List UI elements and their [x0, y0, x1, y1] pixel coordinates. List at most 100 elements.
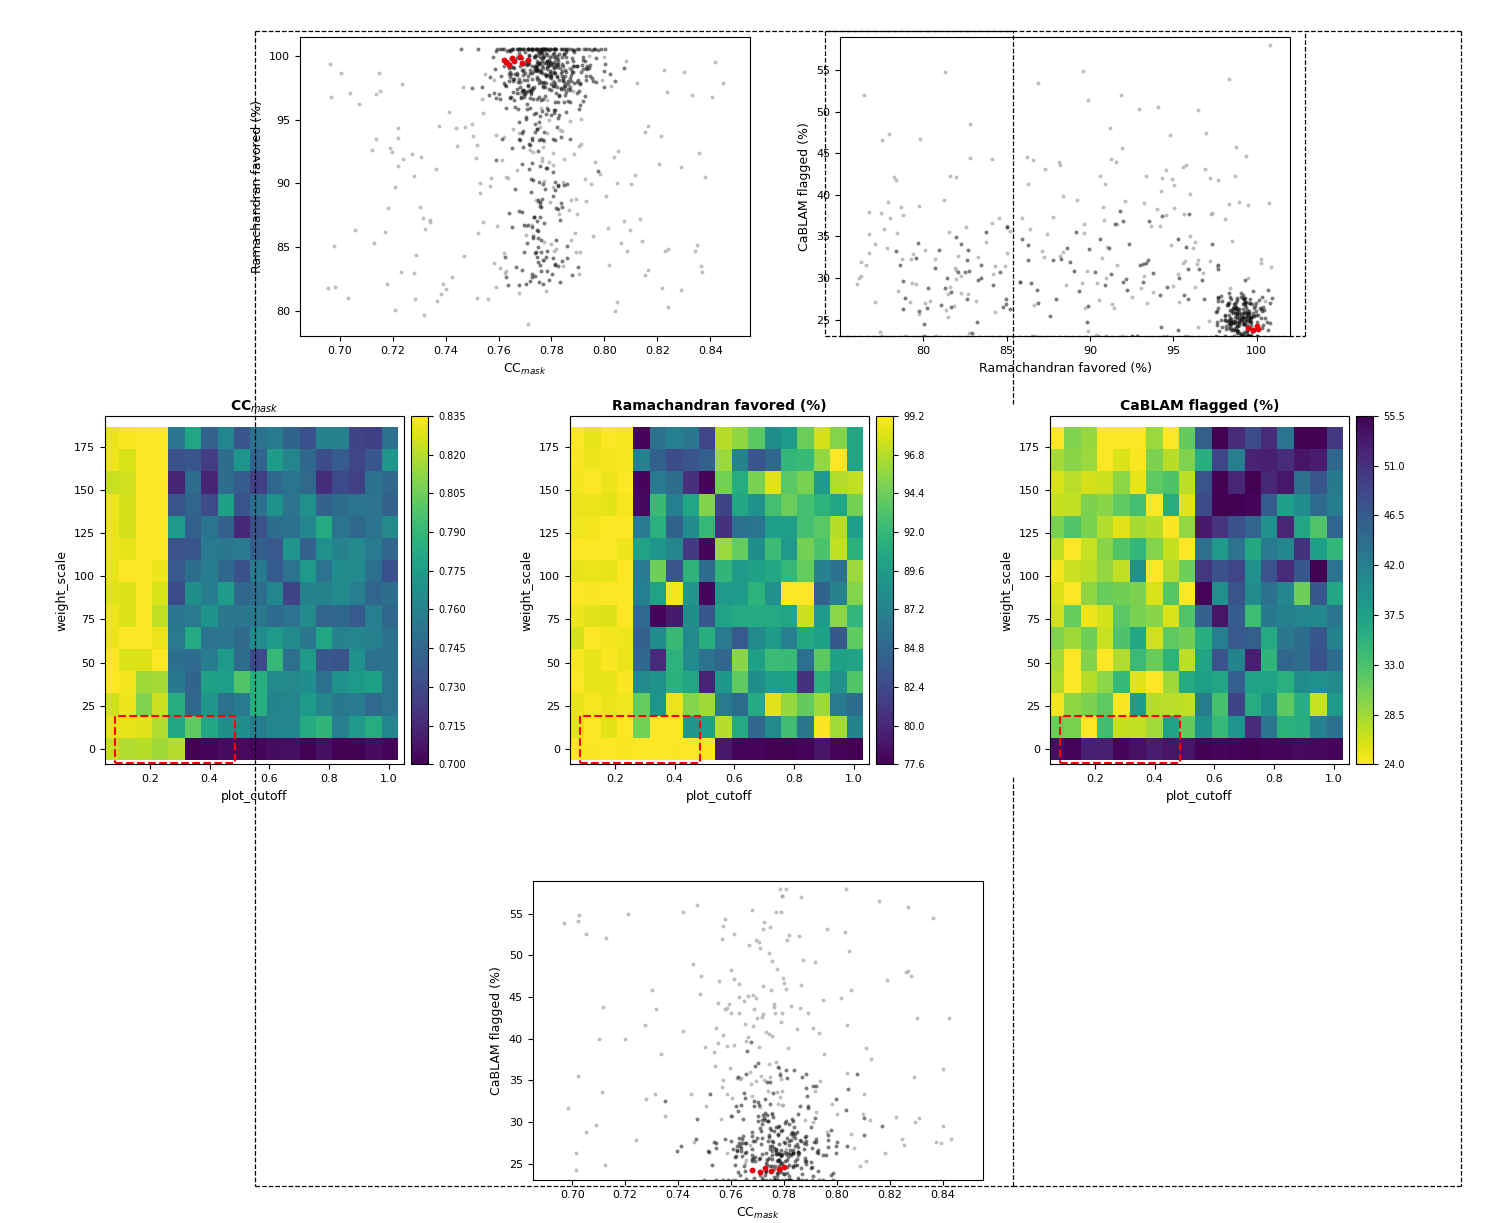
- Point: [732, 991, 756, 1010]
- Point: [558, 201, 582, 220]
- Point: [681, 954, 705, 974]
- Point: [419, 213, 442, 232]
- Point: [672, 903, 696, 922]
- Point: [1233, 322, 1257, 341]
- Point: [534, 159, 558, 179]
- Point: [530, 39, 554, 59]
- Point: [873, 1144, 897, 1163]
- Point: [790, 1170, 814, 1190]
- Point: [1048, 155, 1072, 175]
- Point: [898, 966, 922, 986]
- Point: [722, 1035, 746, 1054]
- Point: [704, 51, 728, 71]
- Point: [758, 943, 782, 963]
- Point: [555, 71, 579, 91]
- Point: [765, 1170, 789, 1190]
- Point: [1221, 320, 1245, 340]
- Point: [548, 204, 572, 224]
- Point: [531, 48, 555, 67]
- Point: [734, 1142, 758, 1162]
- Point: [806, 1140, 830, 1159]
- Point: [834, 1015, 858, 1035]
- Point: [1137, 212, 1161, 231]
- Point: [870, 130, 894, 149]
- Point: [1158, 235, 1182, 254]
- Point: [744, 1131, 768, 1151]
- Point: [1218, 283, 1242, 302]
- Point: [1221, 302, 1245, 322]
- Point: [543, 48, 567, 67]
- Point: [573, 67, 597, 87]
- Point: [530, 148, 554, 168]
- Point: [1204, 302, 1228, 322]
- Point: [1218, 301, 1242, 320]
- Point: [1106, 214, 1130, 234]
- Point: [564, 242, 588, 262]
- Point: [484, 278, 508, 297]
- Point: [548, 87, 572, 106]
- Point: [526, 252, 550, 272]
- Point: [1214, 316, 1237, 335]
- Point: [501, 72, 525, 92]
- Point: [1198, 204, 1222, 224]
- Point: [957, 240, 981, 259]
- Point: [786, 1156, 810, 1175]
- Point: [528, 106, 552, 126]
- Point: [531, 175, 555, 194]
- Point: [770, 887, 794, 906]
- Point: [1221, 231, 1245, 251]
- Point: [852, 1085, 876, 1104]
- Point: [550, 172, 574, 192]
- Point: [876, 192, 900, 212]
- Point: [538, 39, 562, 59]
- Point: [1158, 125, 1182, 144]
- Point: [1096, 237, 1120, 257]
- Point: [525, 55, 549, 75]
- Point: [1092, 210, 1116, 230]
- Point: [532, 132, 556, 152]
- Point: [1226, 289, 1250, 308]
- Point: [546, 199, 570, 219]
- Point: [747, 1095, 771, 1114]
- Point: [798, 1117, 822, 1136]
- Point: [402, 289, 426, 308]
- Y-axis label: CaBLAM flagged (%): CaBLAM flagged (%): [490, 966, 502, 1095]
- Point: [628, 209, 652, 229]
- Point: [506, 39, 530, 59]
- Point: [1214, 305, 1237, 324]
- Point: [656, 82, 680, 102]
- Point: [579, 175, 603, 194]
- Point: [556, 57, 580, 77]
- Point: [558, 81, 582, 100]
- Point: [1215, 312, 1239, 331]
- Point: [789, 1164, 813, 1184]
- Point: [519, 182, 543, 202]
- Point: [768, 1065, 792, 1085]
- Point: [1020, 327, 1044, 346]
- Point: [782, 1126, 806, 1146]
- Point: [320, 87, 344, 106]
- Point: [1100, 264, 1124, 284]
- Point: [772, 974, 796, 993]
- Point: [958, 149, 982, 169]
- Point: [748, 1121, 772, 1141]
- Point: [440, 268, 464, 287]
- Point: [597, 256, 621, 275]
- Point: [1218, 305, 1242, 324]
- Point: [758, 1073, 782, 1092]
- Point: [530, 230, 554, 249]
- Point: [812, 1146, 836, 1166]
- Point: [522, 57, 546, 77]
- Point: [824, 1136, 848, 1156]
- Point: [770, 1140, 794, 1159]
- Point: [540, 65, 564, 84]
- Point: [1019, 220, 1042, 240]
- Point: [1088, 290, 1112, 309]
- Point: [604, 174, 628, 193]
- Point: [868, 203, 892, 223]
- Point: [807, 1022, 831, 1042]
- Point: [526, 172, 550, 192]
- Point: [764, 1140, 788, 1159]
- Point: [712, 1129, 736, 1148]
- Point: [1131, 273, 1155, 292]
